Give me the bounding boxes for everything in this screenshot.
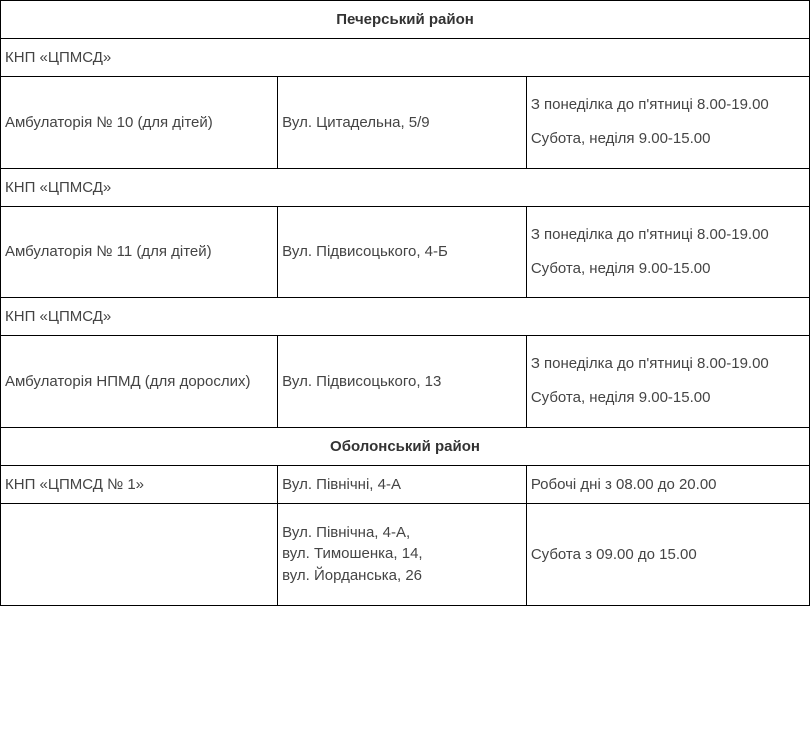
facility-name [1, 503, 278, 605]
table-row: Оболонський район [1, 427, 810, 465]
table-row: Печерський район [1, 1, 810, 39]
facility-schedule: З понеділка до п'ятниці 8.00-19.00 Субот… [526, 77, 809, 169]
table-row: Вул. Північна, 4-А, вул. Тимошенка, 14, … [1, 503, 810, 605]
districts-table: Печерський район КНП «ЦПМСД» Амбулаторія… [0, 0, 810, 606]
address-line: вул. Тимошенка, 14, [282, 545, 423, 562]
section-title: Печерський район [1, 1, 810, 39]
facility-address: Вул. Північна, 4-А, вул. Тимошенка, 14, … [278, 503, 527, 605]
facility-name: Амбулаторія № 11 (для дітей) [1, 206, 278, 298]
table-row: Амбулаторія № 11 (для дітей) Вул. Підвис… [1, 206, 810, 298]
facility-schedule: Робочі дні з 08.00 до 20.00 [526, 465, 809, 503]
facility-schedule: З понеділка до п'ятниці 8.00-19.00 Субот… [526, 336, 809, 428]
org-name: КНП «ЦПМСД» [1, 298, 810, 336]
schedule-line: Субота, неділя 9.00-15.00 [531, 129, 805, 149]
address-line: вул. Йорданська, 26 [282, 567, 422, 584]
table-row: Амбулаторія НПМД (для дорослих) Вул. Під… [1, 336, 810, 428]
table-row: КНП «ЦПМСД № 1» Вул. Північні, 4-А Робоч… [1, 465, 810, 503]
table-row: КНП «ЦПМСД» [1, 39, 810, 77]
facility-address: Вул. Цитадельна, 5/9 [278, 77, 527, 169]
facility-schedule: Субота з 09.00 до 15.00 [526, 503, 809, 605]
facility-address: Вул. Підвисоцького, 13 [278, 336, 527, 428]
schedule-line: З понеділка до п'ятниці 8.00-19.00 [531, 95, 805, 115]
facility-name: Амбулаторія № 10 (для дітей) [1, 77, 278, 169]
org-name: КНП «ЦПМСД» [1, 168, 810, 206]
table-row: КНП «ЦПМСД» [1, 168, 810, 206]
schedule-line: З понеділка до п'ятниці 8.00-19.00 [531, 354, 805, 374]
schedule-line: Субота, неділя 9.00-15.00 [531, 388, 805, 408]
facility-name: Амбулаторія НПМД (для дорослих) [1, 336, 278, 428]
section-title: Оболонський район [1, 427, 810, 465]
facility-address: Вул. Підвисоцького, 4-Б [278, 206, 527, 298]
table-row: КНП «ЦПМСД» [1, 298, 810, 336]
schedule-line: Субота, неділя 9.00-15.00 [531, 259, 805, 279]
facility-address: Вул. Північні, 4-А [278, 465, 527, 503]
facility-schedule: З понеділка до п'ятниці 8.00-19.00 Субот… [526, 206, 809, 298]
address-line: Вул. Північна, 4-А, [282, 524, 410, 541]
org-name: КНП «ЦПМСД № 1» [1, 465, 278, 503]
table-row: Амбулаторія № 10 (для дітей) Вул. Цитаде… [1, 77, 810, 169]
org-name: КНП «ЦПМСД» [1, 39, 810, 77]
schedule-line: З понеділка до п'ятниці 8.00-19.00 [531, 225, 805, 245]
